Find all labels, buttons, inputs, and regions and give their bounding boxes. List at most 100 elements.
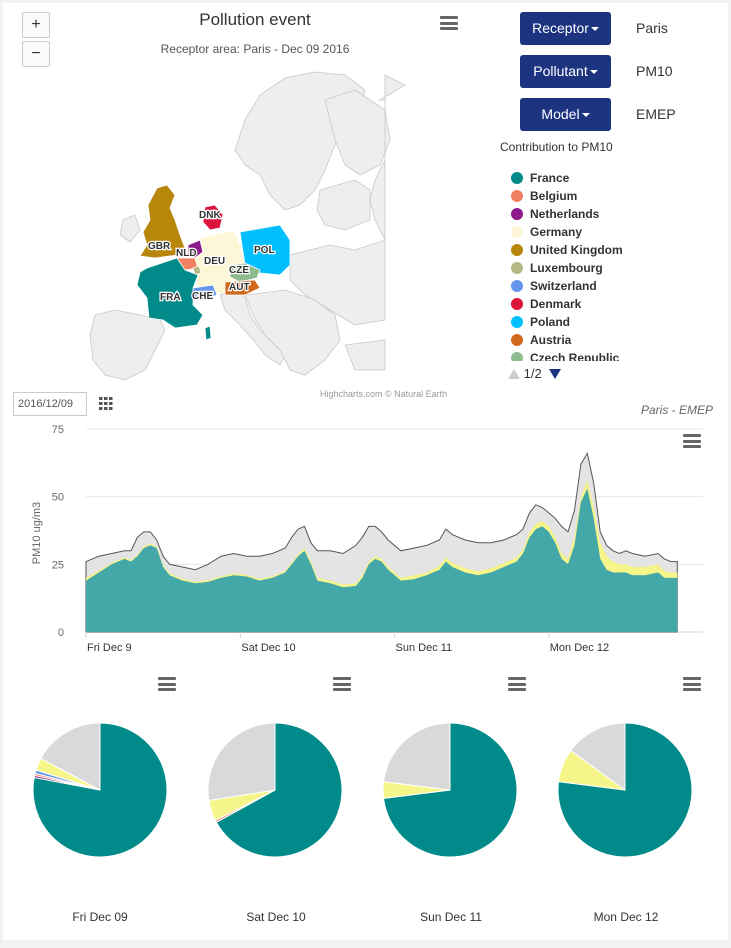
map-denmark[interactable] bbox=[202, 204, 224, 231]
map-balkans[interactable] bbox=[244, 289, 341, 376]
legend-item[interactable]: Germany bbox=[508, 223, 718, 241]
legend-dot-icon bbox=[511, 316, 523, 328]
legend-item-label: Switzerland bbox=[530, 279, 597, 293]
zoom-out-button[interactable]: − bbox=[22, 41, 50, 67]
pie-slice-other[interactable] bbox=[207, 722, 276, 802]
map-turkey[interactable] bbox=[344, 339, 386, 371]
map-czech-republic[interactable] bbox=[229, 262, 261, 283]
pie-slice-other[interactable] bbox=[382, 722, 451, 791]
x-tick-label: Fri Dec 9 bbox=[87, 642, 132, 654]
map-label-fra: FRA bbox=[160, 292, 181, 303]
pie-slice-france[interactable] bbox=[557, 722, 693, 858]
pie-slice-other[interactable] bbox=[570, 722, 626, 791]
legend-dot-icon bbox=[511, 298, 523, 310]
legend-item-label: United Kingdom bbox=[530, 243, 623, 257]
pie-3-menu-icon[interactable] bbox=[508, 677, 526, 691]
legend-dot-icon bbox=[511, 280, 523, 292]
legend-dot-icon bbox=[511, 262, 523, 274]
legend-item-label: Netherlands bbox=[530, 207, 600, 221]
legend-title: Contribution to PM10 bbox=[500, 140, 613, 154]
legend-item[interactable]: Luxembourg bbox=[508, 259, 718, 277]
legend-pager[interactable]: 1/2 bbox=[508, 366, 562, 381]
pie-2-label: Sat Dec 10 bbox=[246, 910, 306, 924]
daily-pie-charts[interactable] bbox=[0, 700, 731, 900]
date-input[interactable] bbox=[13, 392, 87, 416]
legend-item-label: Germany bbox=[530, 225, 583, 239]
legend-item-label: Luxembourg bbox=[530, 261, 603, 275]
map-label-che: CHE bbox=[192, 291, 213, 302]
y-tick-label: 0 bbox=[58, 627, 64, 639]
legend-item[interactable]: Netherlands bbox=[508, 205, 718, 223]
map-iberia[interactable] bbox=[89, 309, 166, 381]
receptor-dropdown[interactable]: Receptor bbox=[520, 12, 611, 45]
map-luxembourg[interactable] bbox=[192, 265, 202, 276]
pie-3-label: Sun Dec 11 bbox=[420, 910, 482, 924]
receptor-value: Paris bbox=[636, 20, 668, 36]
y-tick-label: 25 bbox=[52, 559, 64, 571]
area-series-france[interactable] bbox=[86, 488, 678, 633]
y-tick-label: 50 bbox=[52, 492, 64, 504]
map-title: Pollution event bbox=[199, 10, 311, 29]
pie-4-menu-icon[interactable] bbox=[683, 677, 701, 691]
legend-item-label: Belgium bbox=[530, 189, 578, 203]
map-label-dnk: DNK bbox=[199, 210, 221, 221]
legend-item[interactable]: France bbox=[508, 169, 718, 187]
legend-item[interactable]: Belgium bbox=[508, 187, 718, 205]
pie-slice-france[interactable] bbox=[32, 722, 168, 858]
legend-item[interactable]: Czech Republic bbox=[508, 349, 718, 361]
model-dropdown[interactable]: Model bbox=[520, 98, 611, 131]
pie-slice-france[interactable] bbox=[215, 722, 343, 858]
pie-1-menu-icon[interactable] bbox=[158, 677, 176, 691]
calendar-grid-icon[interactable] bbox=[99, 397, 113, 410]
timeseries-chart[interactable]: 0 25 50 75 Fri Dec 9 Sat Dec 10 Sun Dec 11 Mon… bbox=[0, 415, 731, 665]
pie-slice-other[interactable] bbox=[40, 722, 101, 791]
legend-item[interactable]: United Kingdom bbox=[508, 241, 718, 259]
pager-down-icon[interactable] bbox=[549, 369, 562, 379]
legend-dot-icon bbox=[511, 208, 523, 220]
map-label-pol: POL bbox=[254, 245, 275, 256]
legend-item-label: France bbox=[530, 171, 570, 185]
timeseries-menu-icon[interactable] bbox=[683, 434, 701, 448]
x-tick-label: Sat Dec 10 bbox=[241, 642, 295, 654]
timeseries-subtitle: Paris - EMEP bbox=[640, 403, 713, 417]
legend-item-label: Czech Republic bbox=[530, 351, 620, 361]
legend-item-label: Denmark bbox=[530, 297, 582, 311]
legend-dot-icon bbox=[511, 352, 523, 361]
zoom-in-button[interactable]: + bbox=[22, 12, 50, 38]
pager-up-icon[interactable] bbox=[508, 369, 520, 379]
legend-dot-icon bbox=[511, 226, 523, 238]
map-label-gbr: GBR bbox=[148, 241, 171, 252]
legend-item[interactable]: Poland bbox=[508, 313, 718, 331]
map-austria[interactable] bbox=[224, 279, 261, 296]
map-france[interactable] bbox=[136, 257, 204, 329]
legend-item[interactable]: Austria bbox=[508, 331, 718, 349]
map-united-kingdom[interactable] bbox=[139, 184, 186, 259]
map-label-aut: AUT bbox=[229, 282, 250, 293]
map-germany[interactable] bbox=[194, 229, 246, 296]
europe-map[interactable]: GBR DNK NLD DEU POL CZE FRA CHE AUT bbox=[85, 70, 485, 390]
legend-item[interactable]: Denmark bbox=[508, 295, 718, 313]
map-credits[interactable]: Highcharts.com © Natural Earth bbox=[320, 389, 448, 399]
legend-dot-icon bbox=[511, 244, 523, 256]
pager-text: 1/2 bbox=[523, 366, 542, 381]
x-tick-label: Mon Dec 12 bbox=[550, 642, 609, 654]
map-corsica[interactable] bbox=[204, 325, 212, 341]
map-menu-icon[interactable] bbox=[440, 16, 458, 30]
legend-item[interactable]: Switzerland bbox=[508, 277, 718, 295]
legend-dot-icon bbox=[511, 334, 523, 346]
y-axis-title: PM10 ug/m3 bbox=[31, 502, 43, 564]
pie-1-label: Fri Dec 09 bbox=[72, 910, 128, 924]
map-ireland[interactable] bbox=[119, 214, 141, 243]
legend-dot-icon bbox=[511, 172, 523, 184]
legend-item-label: Poland bbox=[530, 315, 571, 329]
map-finland[interactable] bbox=[324, 89, 391, 176]
map-belarus-ukraine[interactable] bbox=[289, 239, 386, 326]
model-value: EMEP bbox=[636, 106, 676, 122]
pollutant-value: PM10 bbox=[636, 63, 673, 79]
pollutant-dropdown[interactable]: Pollutant bbox=[520, 55, 611, 88]
map-baltics[interactable] bbox=[316, 179, 371, 231]
map-russia[interactable] bbox=[369, 74, 406, 241]
pie-2-menu-icon[interactable] bbox=[333, 677, 351, 691]
country-legend[interactable]: France Belgium Netherlands Germany United Ki… bbox=[508, 169, 718, 361]
legend-dot-icon bbox=[511, 190, 523, 202]
